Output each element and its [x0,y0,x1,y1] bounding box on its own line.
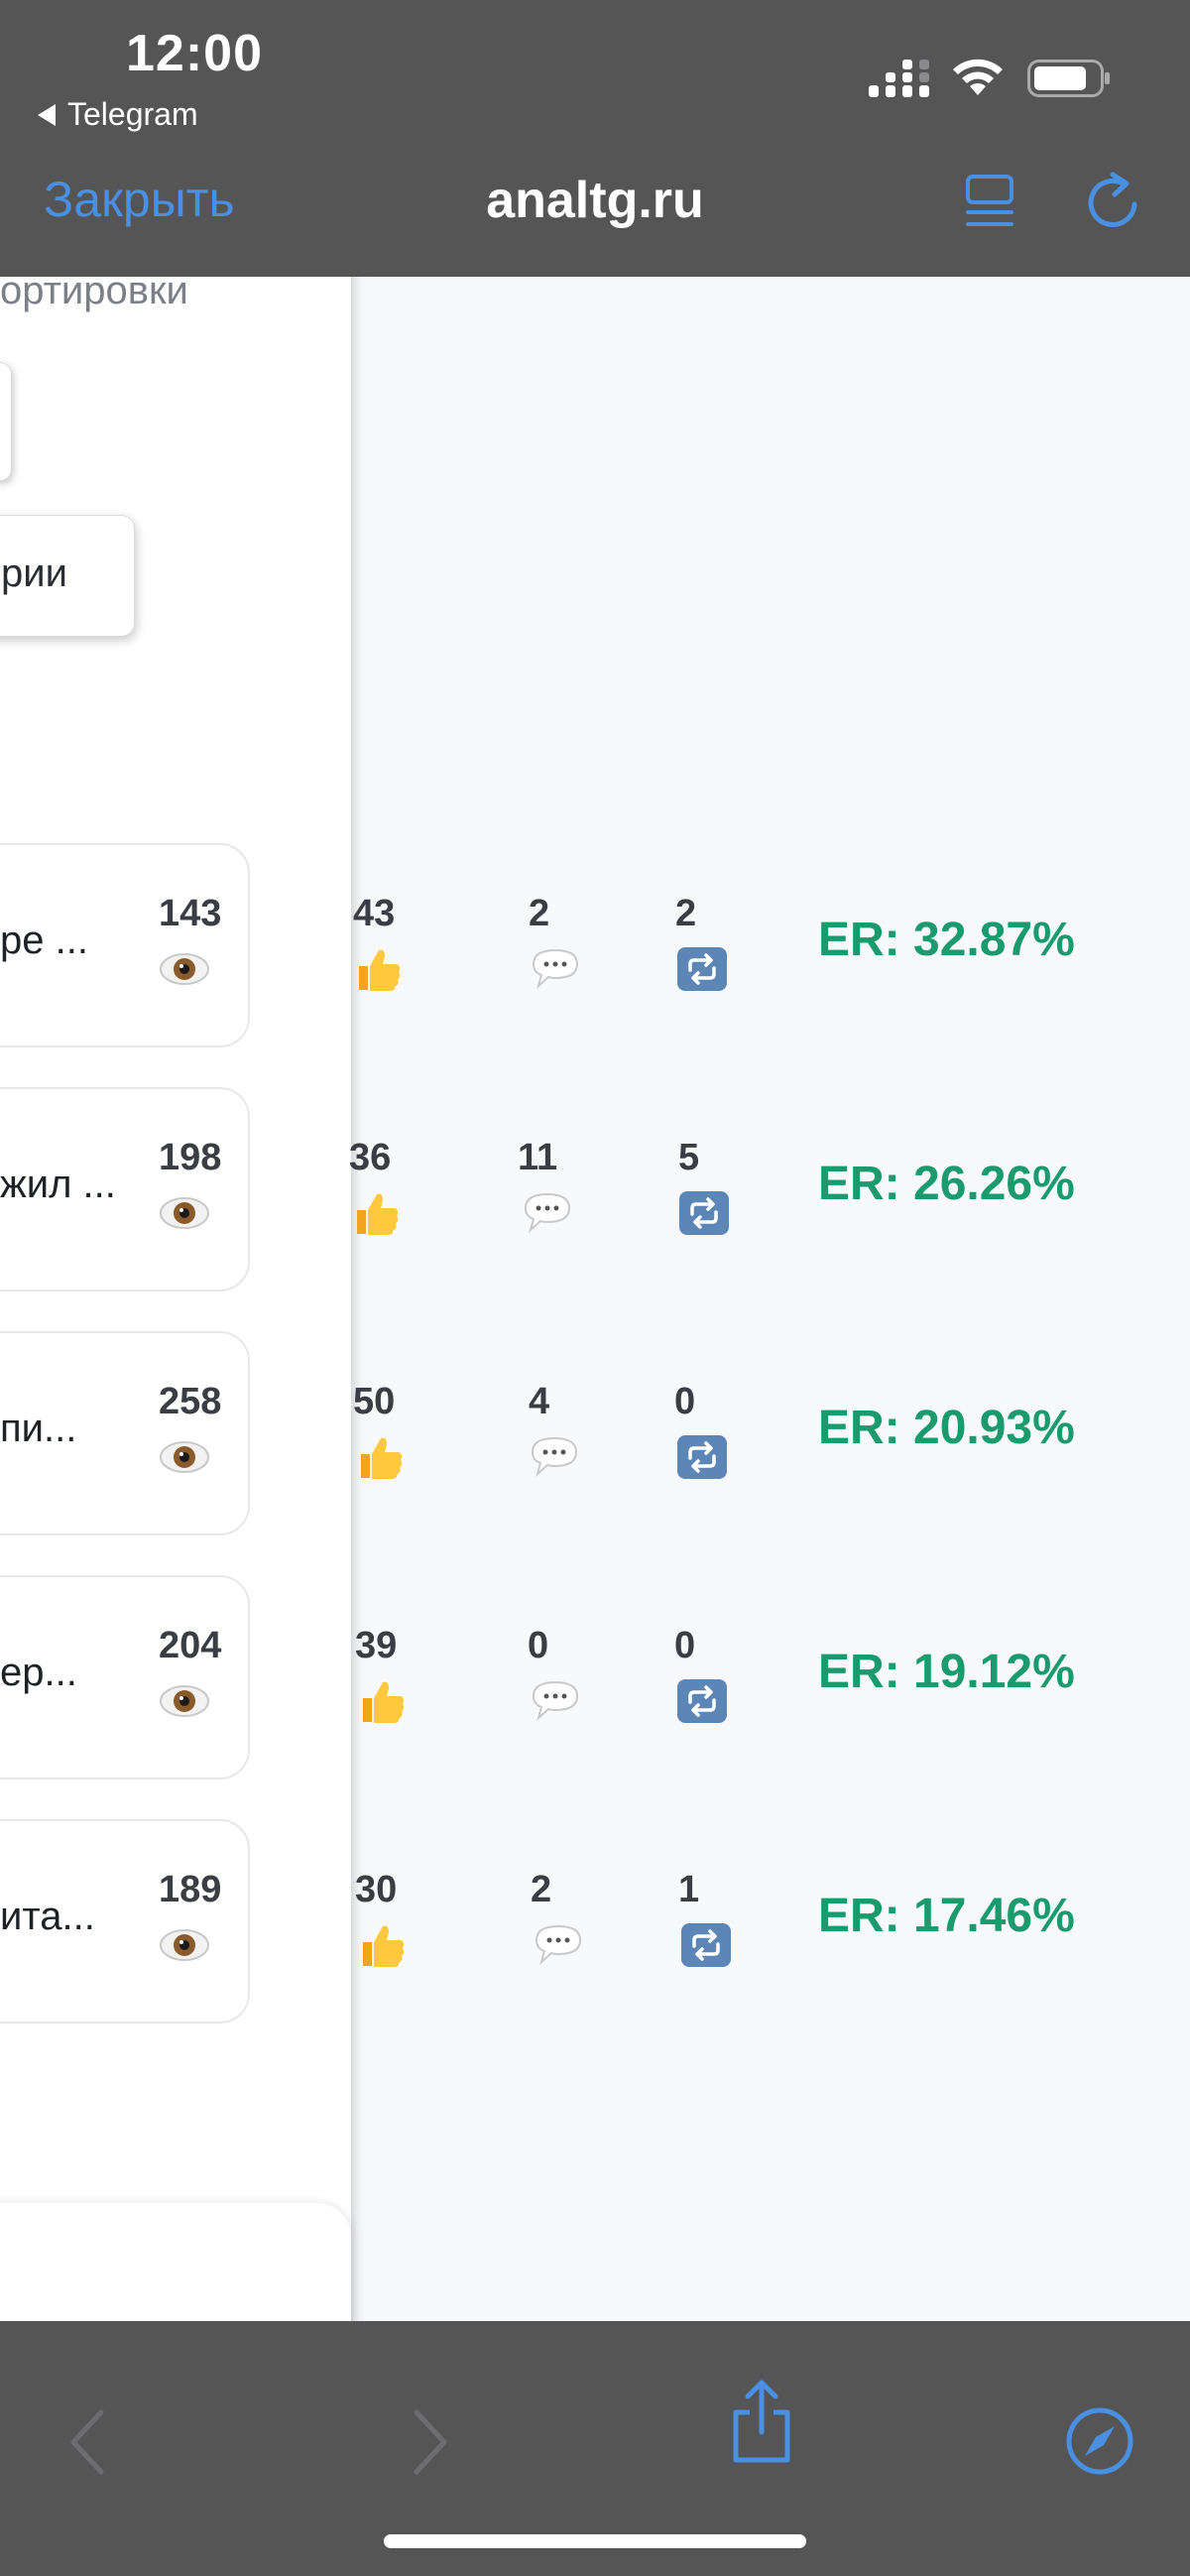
reload-icon[interactable] [1081,169,1144,232]
comments-count: 2 [531,1869,552,1910]
reposts-count: 2 [675,893,697,934]
reposts-count: 0 [674,1625,696,1666]
sort-button[interactable] [0,362,12,481]
comments-count: 0 [528,1625,549,1666]
views-count: 189 [159,1869,222,1910]
home-indicator[interactable] [384,2534,806,2548]
views-count: 204 [159,1625,222,1666]
post-title: ер... [0,1651,77,1694]
speech-bubble-icon [531,1436,578,1478]
post-title: пи... [0,1407,77,1450]
reposts-count: 5 [678,1137,700,1178]
repost-icon [677,947,727,991]
reposts-count: 0 [674,1381,696,1422]
repost-icon [677,1435,727,1479]
eye-icon [160,1929,209,1961]
engagement-rate: ER: 19.12% [818,1646,1075,1698]
back-chevron-icon[interactable] [65,2406,109,2478]
back-triangle-icon [38,104,56,126]
eye-icon [160,953,209,985]
engagement-rate: ER: 32.87% [818,914,1075,966]
engagement-rate: ER: 26.26% [818,1158,1075,1210]
post-card[interactable] [0,1331,250,1535]
engagement-rate: ER: 20.93% [818,1402,1075,1454]
engagement-rate: ER: 17.46% [818,1890,1075,1942]
repost-icon [677,1679,727,1723]
thumbs-up-icon [361,1437,403,1479]
back-to-telegram[interactable]: Telegram [38,96,198,133]
comments-count: 2 [529,893,550,934]
browser-toolbar [0,2321,1190,2576]
views-count: 258 [159,1381,222,1422]
sort-label: ортировки [0,277,188,312]
likes-count: 50 [353,1381,396,1422]
eye-icon [160,1197,209,1229]
eye-icon [160,1441,209,1473]
sort-comments-button[interactable]: рии [0,515,135,637]
post-row: ер... 204 39 0 0 ER: 19.12% [0,1575,1190,1783]
thumbs-up-icon [363,1925,405,1967]
speech-bubble-icon [532,948,579,990]
forward-chevron-icon[interactable] [409,2406,452,2478]
post-row: ре ... 143 43 2 2 ER: 32.87% [0,843,1190,1051]
post-row: пи... 258 50 4 0 ER: 20.93% [0,1331,1190,1539]
views-count: 198 [159,1137,222,1178]
post-card[interactable] [0,1575,250,1779]
back-app-label: Telegram [67,96,198,132]
likes-count: 30 [355,1869,398,1910]
speech-bubble-icon [532,1680,579,1722]
thumbs-up-icon [363,1681,405,1723]
thumbs-up-icon [357,1193,399,1235]
post-row: жил ... 198 36 11 5 ER: 26.26% [0,1087,1190,1295]
reader-mode-icon[interactable] [964,171,1015,232]
post-title: жил ... [0,1163,116,1206]
views-count: 143 [159,893,222,934]
post-title: ита... [0,1895,95,1938]
speech-bubble-icon [524,1192,571,1234]
sort-comments-label: рии [1,552,67,595]
next-panel [0,2203,351,2321]
status-time: 12:00 [126,25,263,82]
post-title: ре ... [0,919,88,962]
cellular-signal-icon [869,60,929,97]
post-card[interactable] [0,843,250,1047]
post-row: ита... 189 30 2 1 ER: 17.46% [0,1819,1190,2027]
wifi-icon [953,59,1003,95]
likes-count: 43 [353,893,396,934]
repost-icon [681,1923,731,1967]
post-card[interactable] [0,1819,250,2024]
reposts-count: 1 [678,1869,700,1910]
page-content: ортировки рии ре ... 143 43 2 2 ER: 32.8… [0,277,1190,2321]
battery-icon [1027,60,1110,97]
likes-count: 39 [355,1625,398,1666]
eye-icon [160,1685,209,1717]
thumbs-up-icon [359,949,401,991]
close-button[interactable]: Закрыть [44,172,235,227]
share-icon[interactable] [730,2379,793,2464]
safari-compass-icon[interactable] [1065,2406,1134,2476]
post-card[interactable] [0,1087,250,1291]
comments-count: 11 [518,1137,558,1178]
comments-count: 4 [529,1381,550,1422]
likes-count: 36 [349,1137,392,1178]
browser-header: 12:00 Telegram Закрыть analtg.ru [0,0,1190,277]
repost-icon [679,1191,729,1235]
speech-bubble-icon [535,1924,582,1966]
